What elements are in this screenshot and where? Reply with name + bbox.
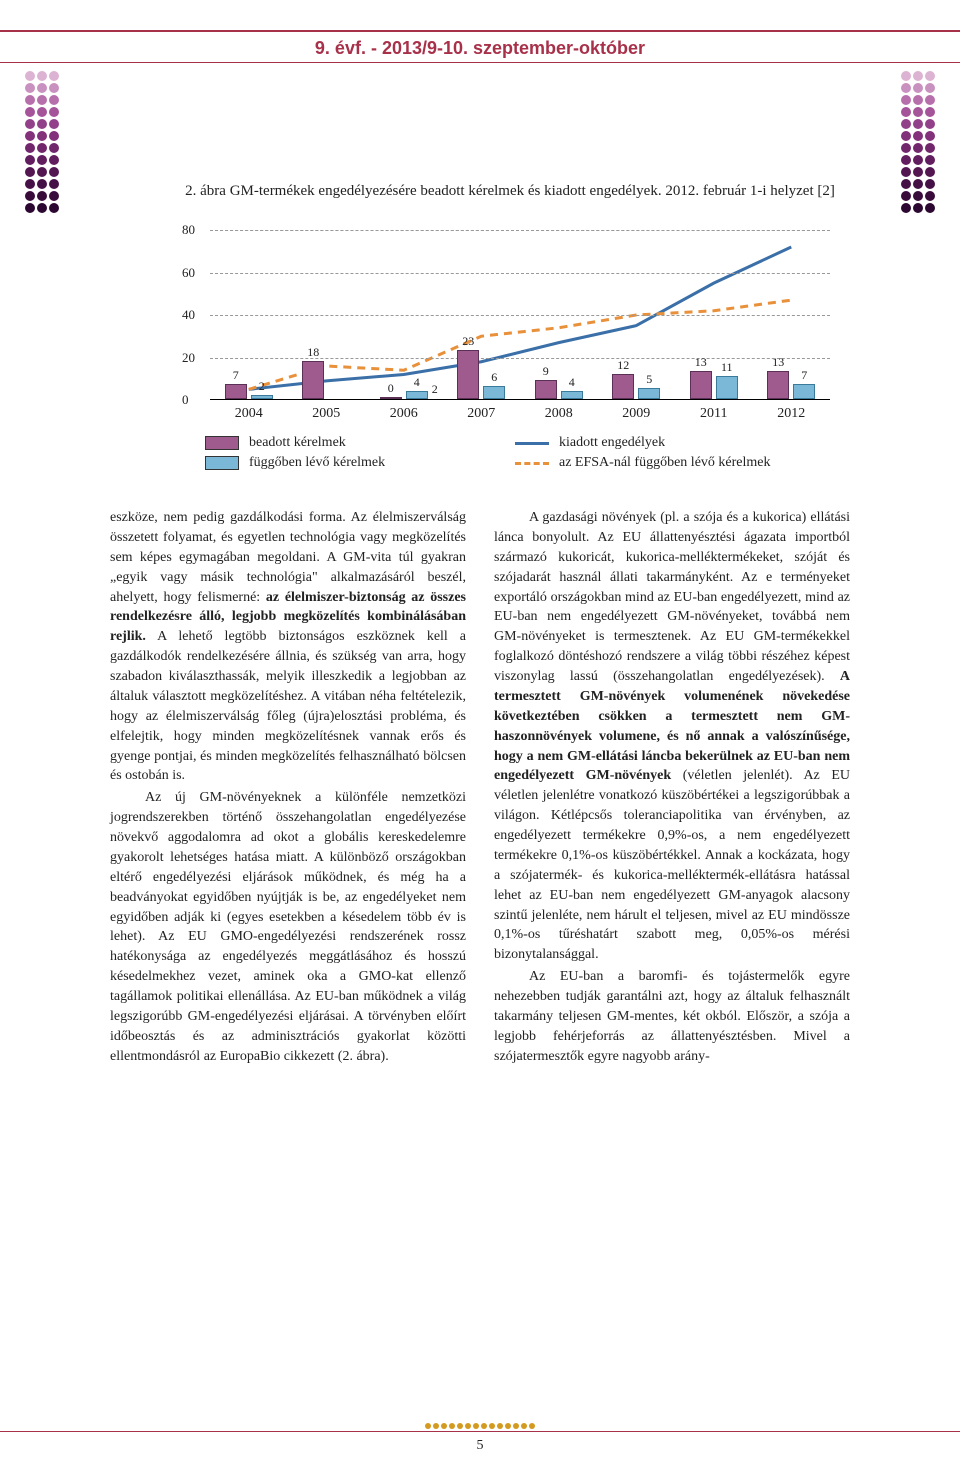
legend-label-efsa: az EFSA-nál függőben lévő kérelmek [559,455,771,471]
body-p4: Az EU-ban a baromfi- és tojástermelők eg… [494,967,850,1066]
page-number: 5 [0,1438,960,1454]
x-tick-label: 2007 [467,406,495,422]
bar-fuggoben: 5 [638,388,660,399]
x-tick-label: 2006 [390,406,418,422]
x-tick-label: 2004 [235,406,263,422]
bar-beadott: 13 [690,371,712,399]
legend-swatch-beadott [205,436,239,450]
bar-beadott: 23 [457,350,479,399]
bar-beadott: 7 [225,384,247,399]
x-tick-label: 2008 [545,406,573,422]
legend-label-beadott: beadott kérelmek [249,435,346,451]
y-tick-label: 60 [182,265,195,281]
x-tick-label: 2009 [622,406,650,422]
bar-beadott: 13 [767,371,789,399]
margin-dots-left [0,70,60,214]
legend-line-efsa [515,462,549,465]
y-tick-label: 80 [182,222,195,238]
chart-plot-area: 0204060802004200520062007200820092011201… [210,230,830,400]
legend-line-kiadott [515,442,549,445]
legend-label-kiadott: kiadott engedélyek [559,435,665,451]
body-p1: eszköze, nem pedig gazdálkodási forma. A… [110,508,466,786]
legend-beadott: beadott kérelmek [205,435,515,451]
header-rule-top [0,30,960,32]
x-tick-label: 2011 [700,406,727,422]
bar-beadott: 18 [302,361,324,399]
bar-beadott: 0 [380,397,402,399]
bar-fuggoben: 2 [251,395,273,399]
header-issue: 9. évf. - 2013/9-10. szeptember-október [0,38,960,59]
bar-beadott: 12 [612,374,634,400]
bar-fuggoben: 4 [406,391,428,400]
margin-dots-right [900,70,960,214]
legend-fuggoben: függőben lévő kérelmek [205,455,515,471]
bar-fuggoben: 6 [483,386,505,399]
bar-fuggoben: 11 [716,376,738,399]
figure-caption: 2. ábra GM-termékek engedélyezésére bead… [180,183,840,200]
legend-efsa: az EFSA-nál függőben lévő kérelmek [515,455,825,471]
legend-kiadott: kiadott engedélyek [515,435,825,451]
footer-rule [0,1431,960,1432]
chart-container: 0204060802004200520062007200820092011201… [180,230,840,490]
legend-label-fuggoben: függőben lévő kérelmek [249,455,385,471]
y-tick-label: 40 [182,307,195,323]
bar-fuggoben: 4 [561,391,583,400]
legend-swatch-fuggoben [205,456,239,470]
bar-beadott: 9 [535,380,557,399]
body-text: eszköze, nem pedig gazdálkodási forma. A… [110,508,850,1069]
bar-fuggoben: 7 [793,384,815,399]
y-tick-label: 20 [182,350,195,366]
x-tick-label: 2012 [777,406,805,422]
footer-dots [424,1422,536,1430]
x-tick-label: 2005 [312,406,340,422]
y-tick-label: 0 [182,392,189,408]
body-p3: A gazdasági növények (pl. a szója és a k… [494,508,850,965]
body-p2: Az új GM-növényeknek a különféle nemzetk… [110,788,466,1066]
header-rule-bottom [0,62,960,63]
chart-legend: beadott kérelmek kiadott engedélyek függ… [205,435,825,475]
